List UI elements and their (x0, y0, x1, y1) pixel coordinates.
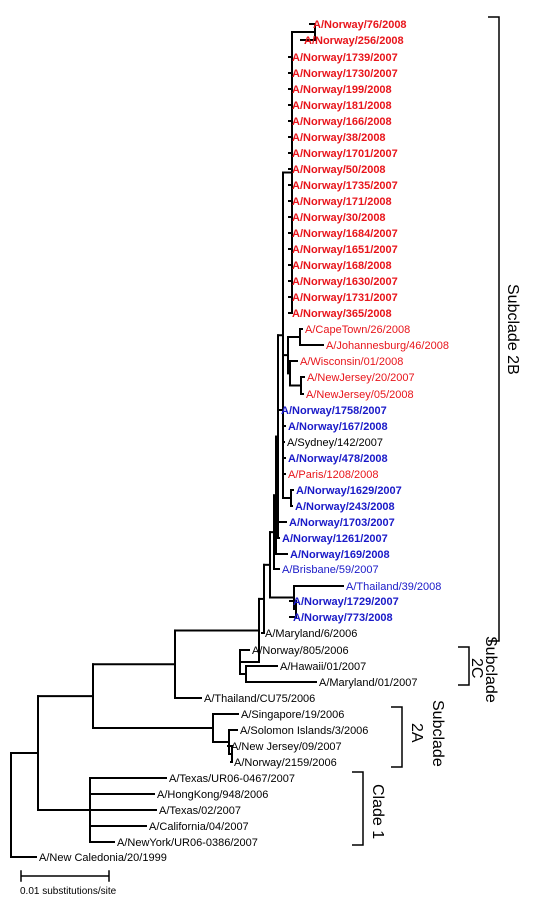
taxon-label: A/Hawaii/01/2007 (280, 661, 366, 673)
taxon-label: A/Norway/171/2008 (292, 196, 392, 208)
taxon-label: A/Norway/1729/2007 (293, 596, 399, 608)
taxon-label: A/Brisbane/59/2007 (282, 564, 379, 576)
subclade-2c-label-line1: Subclade (482, 636, 499, 703)
taxon-label: A/NewJersey/05/2008 (306, 389, 414, 401)
taxon-label: A/Norway/1739/2007 (292, 52, 398, 64)
taxon-label: A/Norway/166/2008 (292, 116, 392, 128)
clade-1-label: Clade 1 (369, 784, 386, 839)
taxon-label: A/Texas/02/2007 (159, 805, 241, 817)
taxon-labels: A/Texas/UR06-0467/2007 A/HongKong/948/200… (39, 19, 449, 864)
taxon-label: A/Norway/1735/2007 (292, 180, 398, 192)
taxon-label: A/Maryland/6/2006 (265, 628, 357, 640)
taxon-label: A/NewYork/UR06-0386/2007 (117, 837, 258, 849)
taxon-label: A/New Jersey/09/2007 (231, 741, 342, 753)
taxon-label: A/New Caledonia/20/1999 (39, 852, 167, 864)
taxon-label: A/Norway/76/2008 (313, 19, 407, 31)
taxon-label: A/Norway/1651/2007 (292, 244, 398, 256)
subclade-2b-label: Subclade 2B (504, 284, 521, 375)
taxon-label: A/Norway/181/2008 (292, 100, 392, 112)
taxon-label: A/Norway/199/2008 (292, 84, 392, 96)
taxon-label: A/Norway/773/2008 (293, 612, 393, 624)
taxon-label: A/Norway/1629/2007 (296, 485, 402, 497)
taxon-label: A/Norway/1730/2007 (292, 68, 398, 80)
subclade-2a-label-line1: Subclade (429, 700, 446, 767)
taxon-label: A/Thailand/39/2008 (346, 581, 441, 593)
tree-branches (10, 23, 344, 858)
taxon-label: A/Norway/30/2008 (292, 212, 386, 224)
taxon-label: A/Norway/1630/2007 (292, 276, 398, 288)
taxon-label: A/Norway/1731/2007 (292, 292, 398, 304)
taxon-label: A/Solomon Islands/3/2006 (240, 725, 368, 737)
taxon-label: A/Norway/243/2008 (295, 501, 395, 513)
subclade-2b-bracket (488, 16, 500, 642)
taxon-label: A/CapeTown/26/2008 (305, 324, 410, 336)
taxon-label: A/Norway/167/2008 (288, 421, 388, 433)
taxon-label: A/Norway/1703/2007 (289, 517, 395, 529)
taxon-label: A/Norway/1684/2007 (292, 228, 398, 240)
subclade-2a-label-line2: 2A (408, 723, 425, 743)
taxon-label: A/Norway/478/2008 (288, 453, 388, 465)
taxon-label: A/Norway/169/2008 (290, 549, 390, 561)
taxon-label: A/Norway/365/2008 (292, 308, 392, 320)
taxon-label: A/Johannesburg/46/2008 (326, 340, 449, 352)
scale-bar (20, 870, 110, 882)
taxon-label: A/Norway/50/2008 (292, 164, 386, 176)
taxon-label: A/Norway/805/2006 (252, 645, 349, 657)
subclade-2a-bracket (391, 706, 403, 768)
taxon-label: A/Thailand/CU75/2006 (204, 693, 315, 705)
taxon-label: A/Texas/UR06-0467/2007 (169, 773, 295, 785)
taxon-label: A/Norway/1261/2007 (282, 533, 388, 545)
taxon-label: A/Norway/168/2008 (292, 260, 392, 272)
taxon-label: A/HongKong/948/2006 (157, 789, 268, 801)
taxon-label: A/Norway/2159/2006 (234, 757, 337, 769)
clade-1-bracket (352, 771, 364, 846)
taxon-label: A/Norway/1701/2007 (292, 148, 398, 160)
taxon-label: A/Norway/1758/2007 (281, 405, 387, 417)
taxon-label: A/Maryland/01/2007 (319, 677, 417, 689)
taxon-label: A/Wisconsin/01/2008 (300, 356, 403, 368)
taxon-label: A/Paris/1208/2008 (288, 469, 379, 481)
scale-bar-label: 0.01 substitutions/site (20, 886, 117, 897)
taxon-label: A/Singapore/19/2006 (241, 709, 344, 721)
taxon-label: A/NewJersey/20/2007 (307, 372, 415, 384)
subclade-2c-bracket (458, 646, 470, 686)
taxon-label: A/Sydney/142/2007 (287, 437, 383, 449)
subclade-2c-label-line2: 2C (468, 658, 485, 678)
taxon-label: A/Norway/256/2008 (304, 35, 404, 47)
taxon-label: A/California/04/2007 (149, 821, 249, 833)
taxon-label: A/Norway/38/2008 (292, 132, 386, 144)
